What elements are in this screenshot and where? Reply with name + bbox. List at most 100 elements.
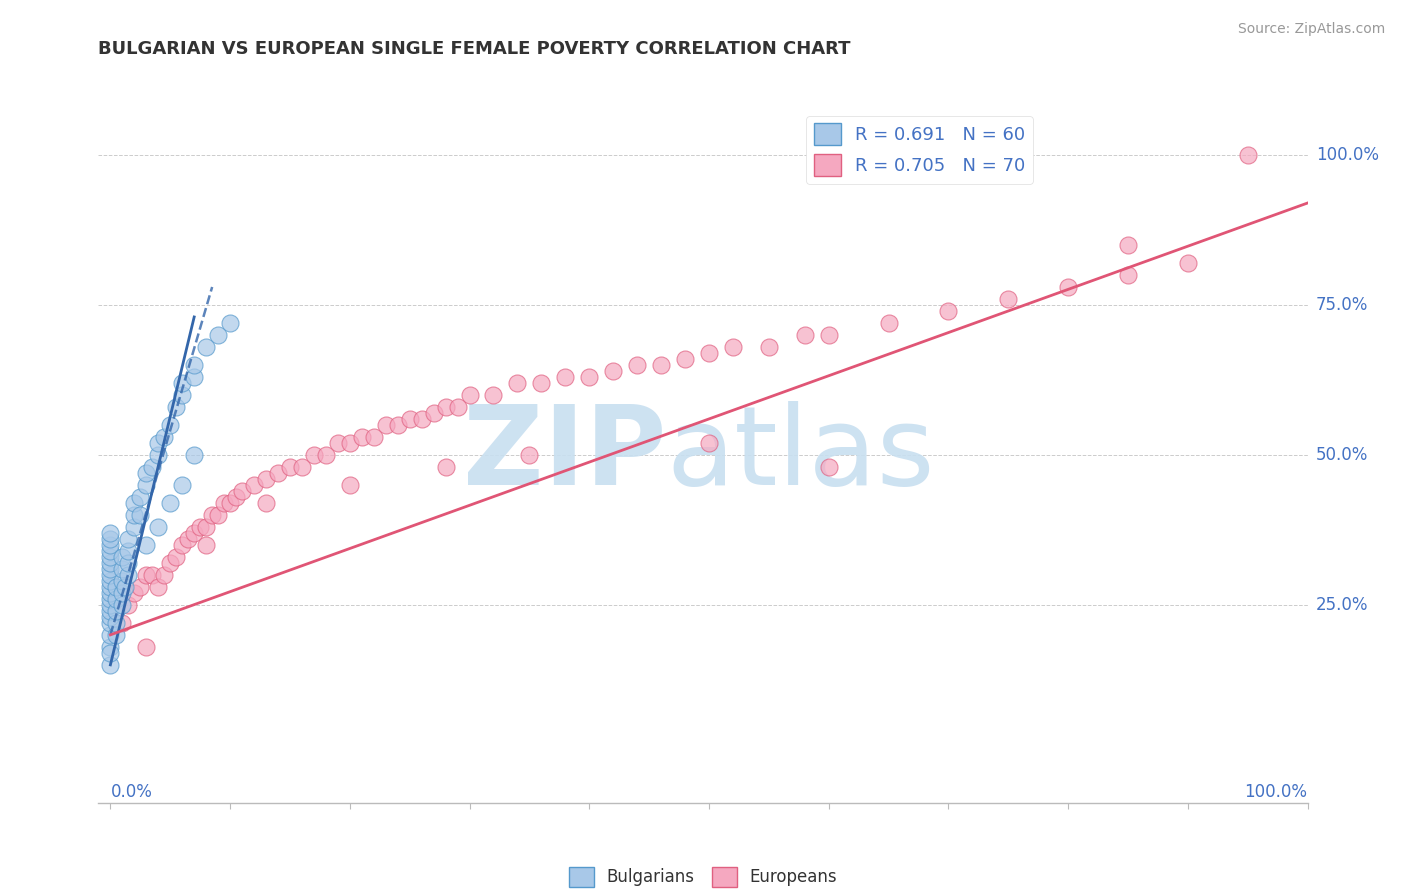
Point: [117, 567, 139, 582]
Point: [111, 586, 134, 600]
Point: [148, 520, 170, 534]
Point: [1116, 268, 1139, 282]
Point: [195, 538, 218, 552]
Point: [117, 556, 139, 570]
Point: [817, 459, 839, 474]
Point: [117, 598, 139, 612]
Point: [100, 628, 122, 642]
Point: [100, 580, 122, 594]
Point: [100, 544, 122, 558]
Point: [398, 412, 420, 426]
Point: [183, 370, 205, 384]
Point: [201, 508, 224, 522]
Point: [100, 615, 122, 630]
Point: [172, 388, 194, 402]
Text: 75.0%: 75.0%: [1316, 296, 1368, 314]
Point: [153, 567, 176, 582]
Point: [219, 316, 242, 330]
Point: [225, 490, 247, 504]
Point: [374, 417, 396, 432]
Point: [148, 448, 170, 462]
Point: [177, 532, 200, 546]
Point: [212, 496, 235, 510]
Text: ZIP: ZIP: [464, 401, 666, 508]
Point: [188, 520, 211, 534]
Point: [148, 436, 170, 450]
Point: [159, 556, 181, 570]
Point: [111, 549, 134, 564]
Point: [117, 544, 139, 558]
Point: [519, 448, 541, 462]
Point: [165, 549, 187, 564]
Point: [673, 351, 696, 366]
Text: atlas: atlas: [666, 401, 935, 508]
Point: [111, 598, 134, 612]
Point: [172, 538, 194, 552]
Point: [105, 628, 128, 642]
Point: [721, 340, 744, 354]
Point: [135, 567, 157, 582]
Point: [793, 328, 815, 343]
Point: [339, 436, 361, 450]
Legend: Bulgarians, Europeans: Bulgarians, Europeans: [562, 860, 844, 892]
Text: 25.0%: 25.0%: [1316, 596, 1368, 614]
Point: [105, 615, 128, 630]
Point: [434, 459, 457, 474]
Text: 100.0%: 100.0%: [1244, 782, 1308, 801]
Point: [100, 538, 122, 552]
Point: [183, 358, 205, 372]
Point: [141, 459, 163, 474]
Point: [207, 508, 229, 522]
Point: [165, 400, 187, 414]
Point: [129, 508, 152, 522]
Point: [135, 478, 157, 492]
Point: [817, 328, 839, 343]
Point: [148, 580, 170, 594]
Point: [129, 490, 152, 504]
Point: [387, 417, 409, 432]
Point: [111, 562, 134, 576]
Point: [697, 436, 720, 450]
Point: [105, 580, 128, 594]
Point: [159, 417, 181, 432]
Point: [291, 459, 314, 474]
Point: [100, 562, 122, 576]
Text: BULGARIAN VS EUROPEAN SINGLE FEMALE POVERTY CORRELATION CHART: BULGARIAN VS EUROPEAN SINGLE FEMALE POVE…: [98, 40, 851, 58]
Point: [100, 591, 122, 606]
Point: [117, 532, 139, 546]
Point: [114, 580, 136, 594]
Point: [100, 567, 122, 582]
Point: [602, 364, 624, 378]
Point: [183, 525, 205, 540]
Point: [482, 388, 505, 402]
Point: [278, 459, 301, 474]
Point: [697, 346, 720, 360]
Point: [172, 478, 194, 492]
Point: [100, 640, 122, 654]
Point: [135, 466, 157, 480]
Point: [153, 430, 176, 444]
Point: [100, 657, 122, 672]
Point: [111, 615, 134, 630]
Text: 100.0%: 100.0%: [1316, 146, 1379, 164]
Point: [554, 370, 576, 384]
Text: 0.0%: 0.0%: [111, 782, 152, 801]
Point: [100, 549, 122, 564]
Point: [124, 508, 146, 522]
Point: [997, 292, 1019, 306]
Point: [219, 496, 242, 510]
Point: [254, 496, 277, 510]
Point: [100, 586, 122, 600]
Point: [339, 478, 361, 492]
Point: [183, 448, 205, 462]
Point: [434, 400, 457, 414]
Point: [422, 406, 444, 420]
Point: [326, 436, 349, 450]
Point: [650, 358, 672, 372]
Point: [100, 598, 122, 612]
Text: Source: ZipAtlas.com: Source: ZipAtlas.com: [1237, 22, 1385, 37]
Point: [877, 316, 900, 330]
Point: [100, 646, 122, 660]
Point: [231, 483, 253, 498]
Point: [111, 574, 134, 588]
